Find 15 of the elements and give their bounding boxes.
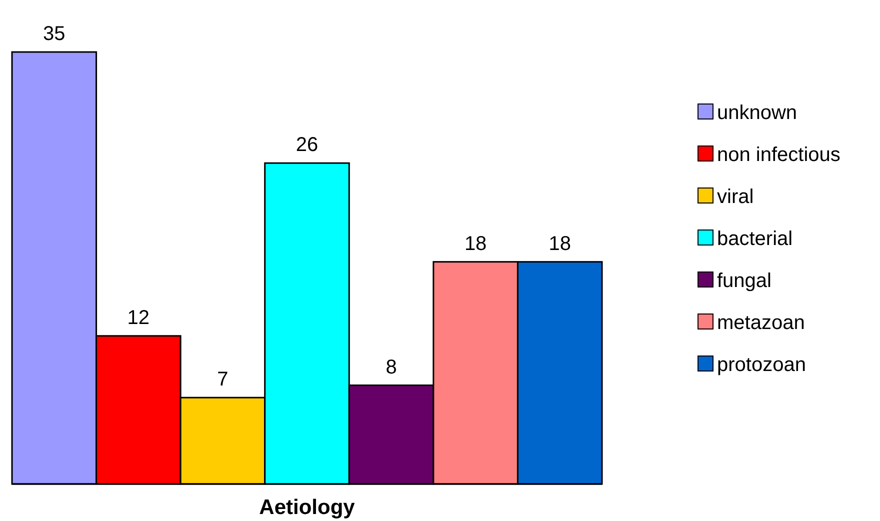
data-label: 7 (217, 368, 228, 391)
data-label: 12 (127, 306, 150, 329)
legend-label: bacterial (717, 228, 793, 250)
data-label: 35 (43, 23, 66, 45)
data-label: 18 (548, 232, 571, 255)
legend-label: protozoan (717, 354, 806, 376)
legend-label: metazoan (717, 312, 805, 334)
legend-label: unknown (717, 102, 798, 124)
legend-label: viral (717, 186, 754, 208)
x-axis-title: Aetiology (259, 496, 356, 519)
data-label: 8 (386, 356, 397, 378)
legend-label: non infectious (717, 144, 840, 166)
data-label: 26 (296, 134, 318, 156)
data-label: 18 (464, 232, 487, 255)
legend-label: fungal (717, 270, 772, 292)
